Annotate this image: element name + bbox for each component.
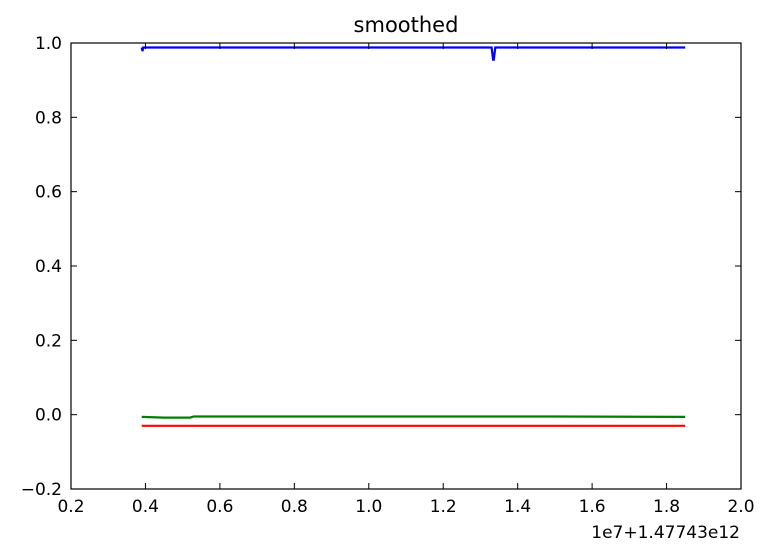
y-tick-label: 1.0	[35, 34, 62, 54]
x-tick-label: 1.4	[504, 497, 531, 517]
y-tick-label: −0.2	[21, 480, 62, 500]
x-tick-label: 0.4	[132, 497, 159, 517]
y-tick-label: 0.6	[35, 183, 62, 203]
x-offset-label: 1e7+1.47743e12	[591, 523, 740, 543]
y-tick-label: 0.8	[35, 108, 62, 128]
x-tick-label: 0.6	[206, 497, 233, 517]
x-tick-label: 1.8	[653, 497, 680, 517]
chart-title: smoothed	[354, 13, 459, 37]
y-tick-label: 0.2	[35, 331, 62, 351]
series-line-2	[141, 415, 686, 419]
y-tick-label: 0.0	[35, 406, 62, 426]
x-tick-label: 0.2	[57, 497, 84, 517]
series-layer	[140, 46, 686, 427]
x-tick-label: 2.0	[727, 497, 754, 517]
x-tick-label: 1.0	[355, 497, 382, 517]
series-line-1	[140, 46, 686, 61]
x-tick-label: 1.2	[430, 497, 457, 517]
plot-frame	[70, 42, 742, 490]
tick-layer: 0.2 0.4 0.6 0.8 1.0 1.2 1.4 1.6 1.8 2.0 −0.2 0.0 0.2…	[21, 34, 755, 517]
x-tick-label: 0.8	[281, 497, 308, 517]
y-tick-label: 0.4	[35, 257, 62, 277]
x-tick-label: 1.6	[579, 497, 606, 517]
